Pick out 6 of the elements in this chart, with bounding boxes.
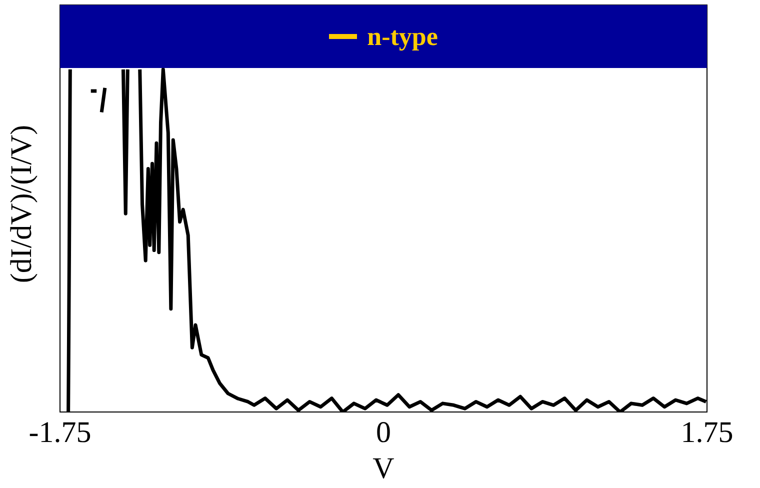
x-axis-title: V bbox=[372, 452, 395, 485]
x-tick-label: 1.75 bbox=[680, 416, 734, 449]
x-tick-label: 0 bbox=[376, 416, 391, 449]
y-axis-title: (dI/dV)/(I/V) bbox=[5, 124, 39, 284]
chart-title: n-type bbox=[367, 22, 438, 52]
x-tick-label: -1.75 bbox=[28, 416, 92, 449]
